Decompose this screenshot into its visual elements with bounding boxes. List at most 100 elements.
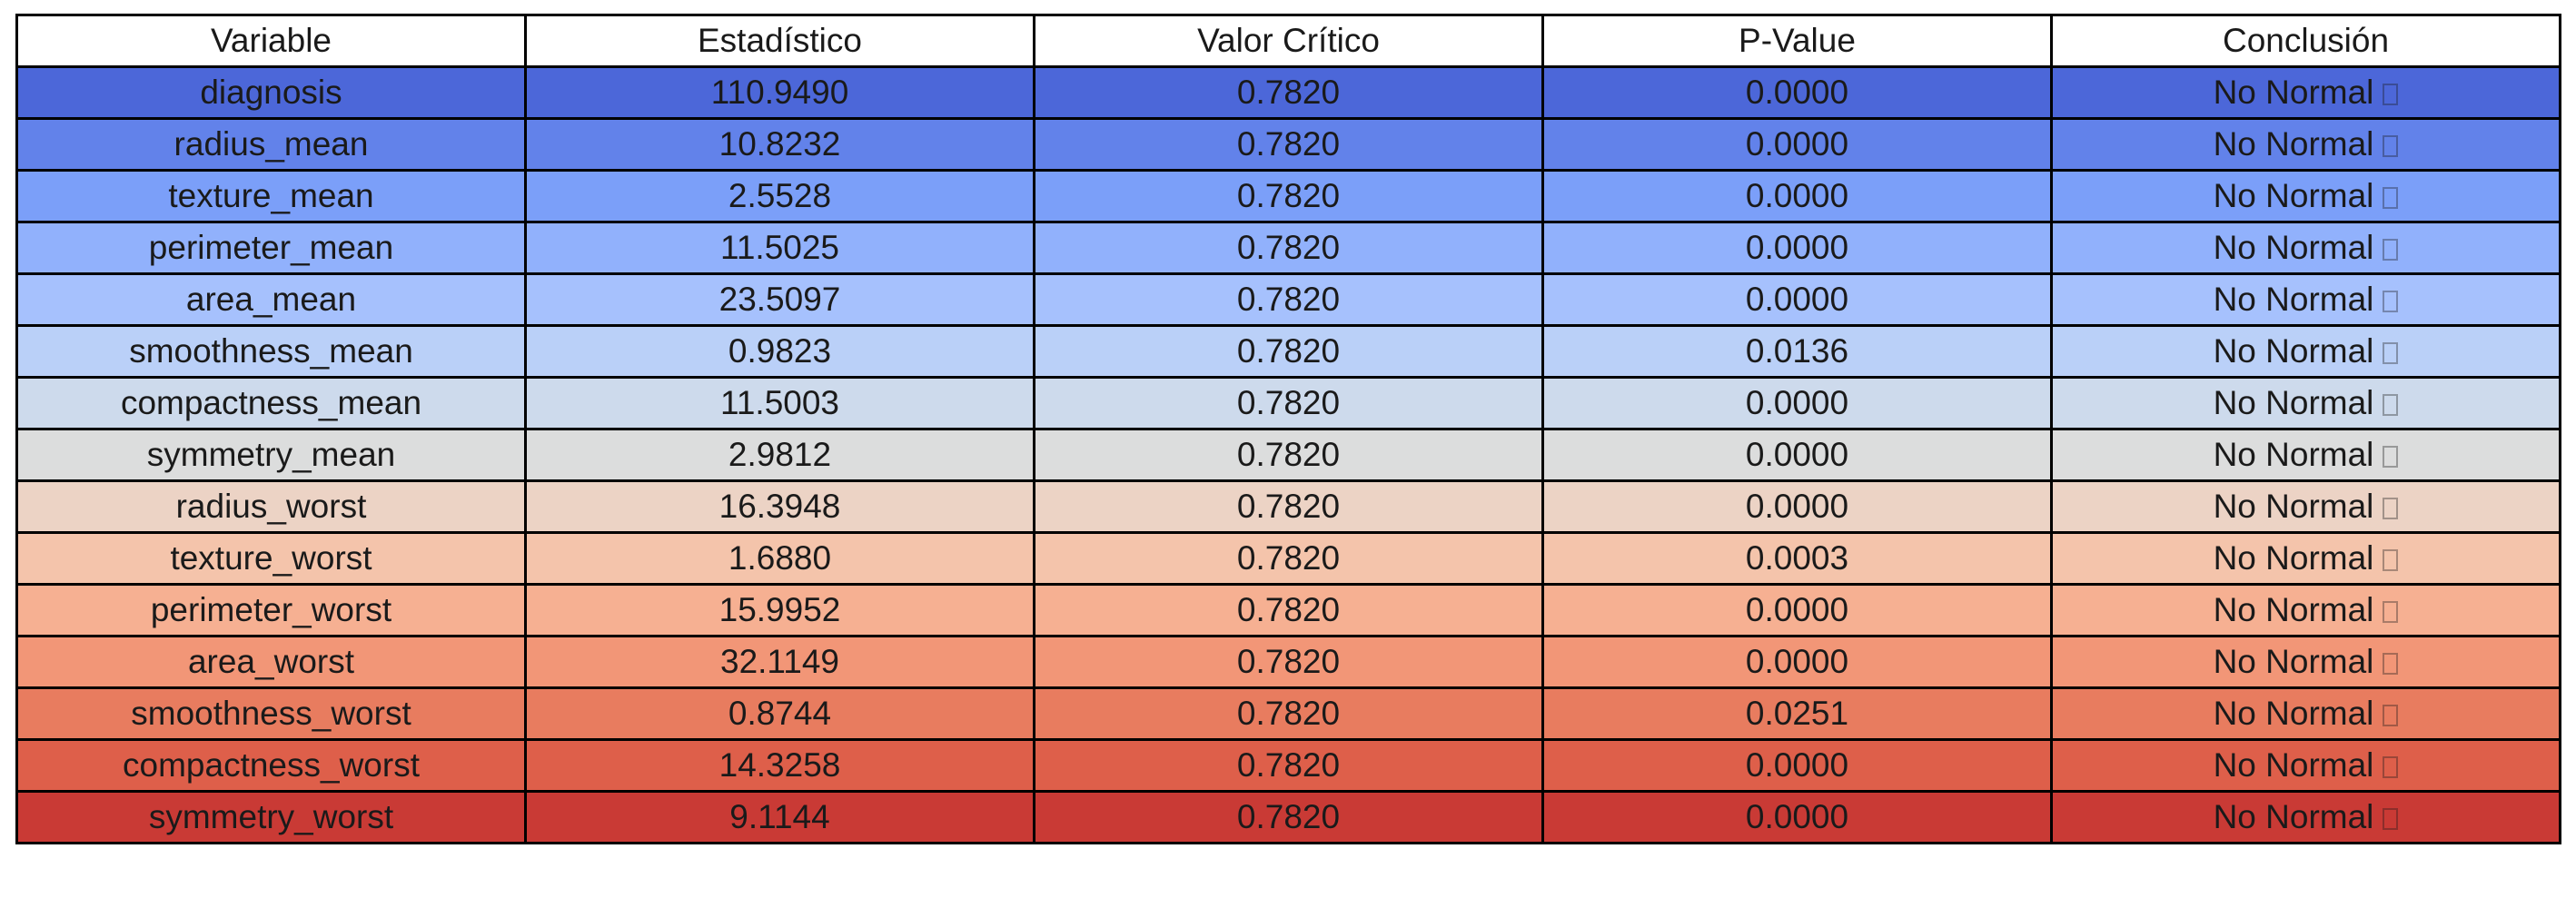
cell-valor-critico: 0.7820 bbox=[1033, 686, 1544, 741]
cell-estadistico: 110.9490 bbox=[524, 65, 1035, 120]
cell-valor-critico: 0.7820 bbox=[1033, 583, 1544, 637]
cell-conclusion-text: No Normal bbox=[2213, 798, 2374, 835]
cell-valor-critico-text: 0.7820 bbox=[1236, 746, 1341, 784]
table-row: area_mean 23.5097 0.7820 0.0000 No Normal bbox=[15, 272, 2561, 327]
missing-glyph-box-icon bbox=[2383, 756, 2399, 778]
cell-variable: area_mean bbox=[15, 272, 527, 327]
cell-conclusion: No Normal bbox=[2050, 428, 2561, 482]
cell-variable-text: area_worst bbox=[187, 643, 355, 680]
cell-variable: compactness_mean bbox=[15, 376, 527, 430]
cell-conclusion: No Normal bbox=[2050, 479, 2561, 534]
cell-estadistico-text: 23.5097 bbox=[718, 281, 841, 318]
cell-conclusion: No Normal bbox=[2050, 324, 2561, 379]
cell-valor-critico-text: 0.7820 bbox=[1236, 643, 1341, 680]
cell-p-value: 0.0136 bbox=[1541, 324, 2053, 379]
cell-estadistico-text: 14.3258 bbox=[718, 746, 841, 784]
cell-p-value-text: 0.0000 bbox=[1745, 74, 1849, 111]
cell-variable: smoothness_mean bbox=[15, 324, 527, 379]
cell-conclusion-text: No Normal bbox=[2213, 281, 2374, 318]
cell-variable: perimeter_mean bbox=[15, 221, 527, 275]
missing-glyph-box-icon bbox=[2383, 653, 2399, 675]
cell-variable: radius_mean bbox=[15, 117, 527, 172]
missing-glyph-box-icon bbox=[2383, 342, 2399, 364]
cell-variable-text: texture_mean bbox=[168, 177, 374, 214]
missing-glyph-box-icon bbox=[2383, 601, 2399, 623]
cell-valor-critico: 0.7820 bbox=[1033, 428, 1544, 482]
cell-estadistico: 2.5528 bbox=[524, 169, 1035, 223]
cell-variable: area_worst bbox=[15, 635, 527, 689]
cell-p-value: 0.0000 bbox=[1541, 221, 2053, 275]
cell-conclusion-text: No Normal bbox=[2213, 746, 2374, 784]
table-row: compactness_worst 14.3258 0.7820 0.0000 No N… bbox=[15, 738, 2561, 793]
cell-variable: radius_worst bbox=[15, 479, 527, 534]
cell-estadistico-text: 32.1149 bbox=[720, 643, 839, 680]
table-row: area_worst 32.1149 0.7820 0.0000 No Normal bbox=[15, 635, 2561, 689]
cell-variable-text: compactness_mean bbox=[120, 384, 422, 421]
cell-estadistico: 9.1144 bbox=[524, 790, 1035, 844]
table-row: smoothness_worst 0.8744 0.7820 0.0251 No Nor… bbox=[15, 686, 2561, 741]
cell-estadistico: 0.9823 bbox=[524, 324, 1035, 379]
cell-conclusion: No Normal bbox=[2050, 738, 2561, 793]
cell-estadistico: 2.9812 bbox=[524, 428, 1035, 482]
cell-variable-text: smoothness_worst bbox=[131, 695, 411, 732]
cell-variable-text: symmetry_worst bbox=[148, 798, 394, 835]
header-conclusion: Conclusión bbox=[2050, 14, 2561, 68]
cell-valor-critico-text: 0.7820 bbox=[1236, 798, 1341, 835]
cell-valor-critico: 0.7820 bbox=[1033, 738, 1544, 793]
cell-variable-text: radius_mean bbox=[173, 125, 369, 163]
cell-estadistico: 10.8232 bbox=[524, 117, 1035, 172]
cell-conclusion: No Normal bbox=[2050, 169, 2561, 223]
cell-p-value-text: 0.0251 bbox=[1745, 695, 1849, 732]
cell-conclusion: No Normal bbox=[2050, 531, 2561, 586]
missing-glyph-box-icon bbox=[2383, 549, 2399, 571]
cell-valor-critico-text: 0.7820 bbox=[1236, 591, 1341, 628]
cell-valor-critico-text: 0.7820 bbox=[1236, 177, 1341, 214]
cell-p-value: 0.0000 bbox=[1541, 117, 2053, 172]
cell-conclusion-text: No Normal bbox=[2213, 177, 2374, 214]
cell-valor-critico: 0.7820 bbox=[1033, 376, 1544, 430]
missing-glyph-box-icon bbox=[2383, 808, 2399, 830]
cell-estadistico: 16.3948 bbox=[524, 479, 1035, 534]
cell-valor-critico-text: 0.7820 bbox=[1236, 488, 1341, 525]
cell-variable: symmetry_mean bbox=[15, 428, 527, 482]
cell-conclusion-text: No Normal bbox=[2213, 125, 2374, 163]
cell-p-value: 0.0000 bbox=[1541, 169, 2053, 223]
cell-conclusion-text: No Normal bbox=[2213, 643, 2374, 680]
cell-conclusion: No Normal bbox=[2050, 65, 2561, 120]
cell-estadistico-text: 1.6880 bbox=[728, 539, 832, 577]
cell-estadistico: 23.5097 bbox=[524, 272, 1035, 327]
table-row: diagnosis 110.9490 0.7820 0.0000 No Normal bbox=[15, 65, 2561, 120]
cell-variable-text: texture_worst bbox=[170, 539, 372, 577]
cell-conclusion: No Normal bbox=[2050, 272, 2561, 327]
cell-valor-critico-text: 0.7820 bbox=[1236, 539, 1341, 577]
cell-valor-critico-text: 0.7820 bbox=[1236, 229, 1341, 266]
cell-estadistico: 11.5025 bbox=[524, 221, 1035, 275]
cell-estadistico-text: 0.9823 bbox=[728, 332, 832, 370]
header-estadistico: Estadístico bbox=[524, 14, 1035, 68]
table-row: radius_worst 16.3948 0.7820 0.0000 No Normal bbox=[15, 479, 2561, 534]
cell-valor-critico: 0.7820 bbox=[1033, 169, 1544, 223]
table-row: symmetry_worst 9.1144 0.7820 0.0000 No Norma… bbox=[15, 790, 2561, 844]
cell-p-value: 0.0000 bbox=[1541, 583, 2053, 637]
cell-estadistico-text: 2.9812 bbox=[728, 436, 832, 473]
cell-variable-text: area_mean bbox=[185, 281, 357, 318]
header-valor-critico: Valor Crítico bbox=[1033, 14, 1544, 68]
cell-p-value-text: 0.0000 bbox=[1745, 229, 1849, 266]
cell-conclusion-text: No Normal bbox=[2213, 695, 2374, 732]
header-variable: Variable bbox=[15, 14, 527, 68]
cell-valor-critico-text: 0.7820 bbox=[1236, 332, 1341, 370]
cell-estadistico-text: 10.8232 bbox=[718, 125, 841, 163]
cell-p-value: 0.0000 bbox=[1541, 738, 2053, 793]
cell-p-value-text: 0.0000 bbox=[1745, 281, 1849, 318]
cell-variable: symmetry_worst bbox=[15, 790, 527, 844]
cell-p-value: 0.0000 bbox=[1541, 428, 2053, 482]
cell-conclusion: No Normal bbox=[2050, 221, 2561, 275]
cell-valor-critico-text: 0.7820 bbox=[1236, 281, 1341, 318]
missing-glyph-box-icon bbox=[2383, 446, 2399, 468]
cell-estadistico-text: 2.5528 bbox=[728, 177, 832, 214]
cell-variable: perimeter_worst bbox=[15, 583, 527, 637]
missing-glyph-box-icon bbox=[2383, 84, 2399, 105]
cell-conclusion-text: No Normal bbox=[2213, 488, 2374, 525]
cell-valor-critico: 0.7820 bbox=[1033, 479, 1544, 534]
cell-p-value-text: 0.0000 bbox=[1745, 643, 1849, 680]
